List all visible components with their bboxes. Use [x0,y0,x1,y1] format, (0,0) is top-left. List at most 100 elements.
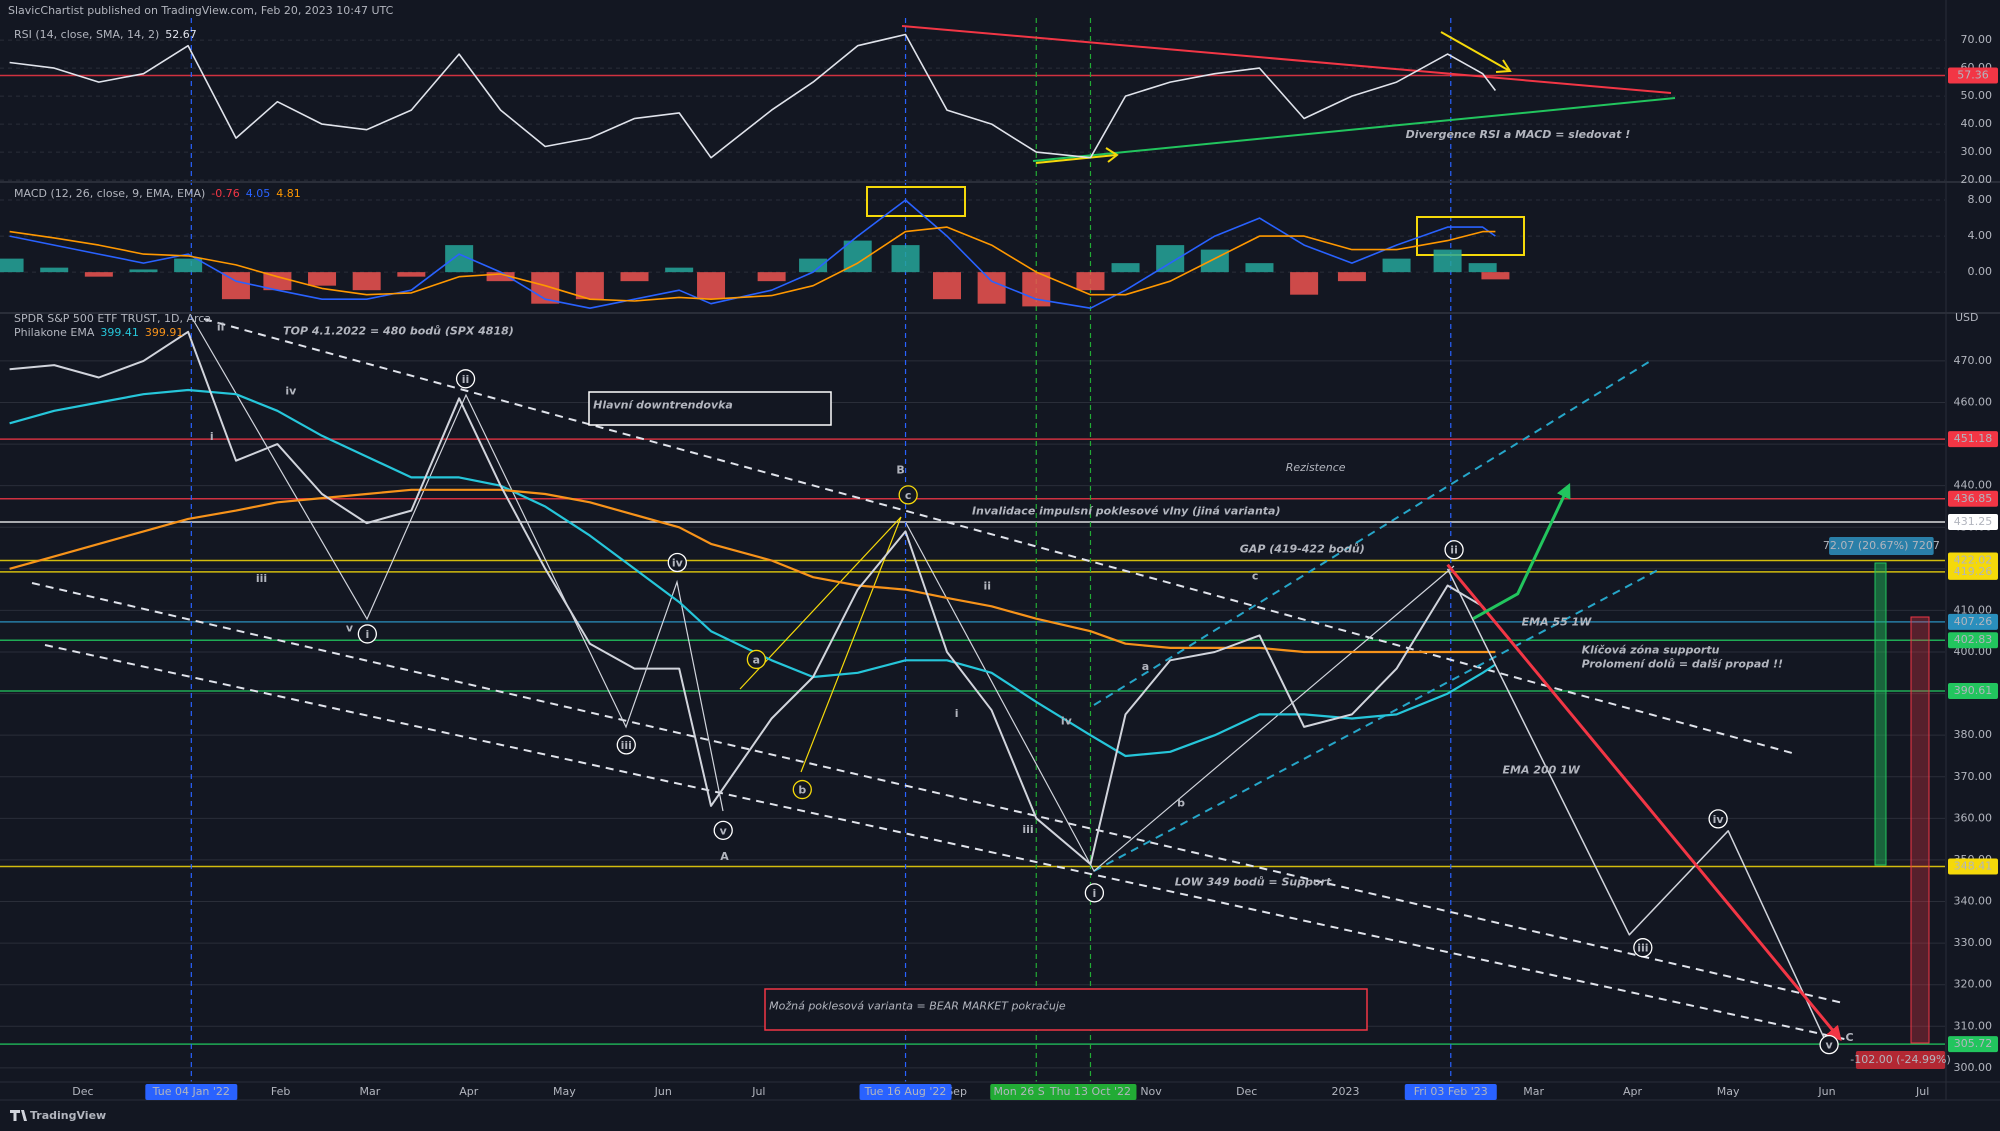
y-tick-label: 8.00 [1968,193,1993,206]
wave-label: ii [1450,544,1458,557]
level-tag [1948,490,1998,507]
annotation: TOP 4.1.2022 = 480 bodů (SPX 4818) [283,325,514,338]
macd-histogram-bar [486,272,515,282]
wave-label: b [798,784,806,797]
annotation-box [588,391,832,426]
annotation: GAP (419-422 bodů) [1240,543,1365,556]
wave-circle [713,820,733,841]
wave-circle [616,735,636,755]
x-tick-label: Nov [1140,1085,1162,1098]
date-tag [859,1084,952,1100]
x-tick-label: Dec [1236,1085,1257,1098]
level-label: 431.25 [1954,515,1993,528]
ema-line [9,488,1496,654]
price-line [9,330,1497,866]
wave-label: iv [672,557,684,570]
level-label: 390.61 [1954,684,1993,697]
macd-histogram-bar [352,272,381,291]
macd-value: 4.05 [246,187,271,200]
arrow-head [1495,59,1512,73]
rsi-divergence-arrow [1440,31,1509,71]
macd-histogram-bar [620,272,649,282]
wave-label: i [210,430,214,443]
macd-histogram-bar [84,272,113,277]
y-tick-label: 340.00 [1954,895,1993,908]
level-tag [1948,683,1998,700]
projection [1472,482,1571,621]
macd-histogram-bar [0,258,24,273]
price-legend: SPDR S&P 500 ETF TRUST, 1D, Arca [14,312,211,325]
annotation: Invalidace impulsní poklesové vlny (jiná… [972,504,1281,517]
macd-histogram-bar [40,267,69,273]
wave-label: i [365,628,369,641]
annotation: Rezistence [1286,461,1346,474]
y-tick-label: 4.00 [1968,229,1993,242]
wave-circle [1633,938,1653,958]
measure-tag [1855,1051,1946,1070]
wave-label: v [346,622,354,635]
wave-circle [455,369,476,389]
ema-value: 399.91 [145,326,184,339]
annotation: Klíčová zóna supportu [1582,644,1720,657]
wave-label: iv [1061,715,1073,728]
macd-histogram-bar [1382,258,1411,273]
y-tick-label: 50.00 [1961,89,1993,102]
macd-histogram-bar [575,272,604,300]
annotation: Možná poklesová varianta = BEAR MARKET p… [769,999,1066,1012]
wave-circle [1084,883,1105,903]
y-tick-label: 370.00 [1954,770,1993,783]
y-tick-label: 410.00 [1954,603,1993,616]
level-label: 305.72 [1954,1037,1993,1050]
annotation: Prolomení dolů = další propad !! [1582,658,1783,671]
macd-histogram-bar [665,267,694,273]
wave-zigzag [190,315,724,812]
channel-line [31,582,1844,1004]
layer-data: 20.0030.0040.0050.0060.0070.000.004.008.… [0,33,1992,1098]
y-tick-label: 40.00 [1961,117,1993,130]
macd-histogram-bar [1111,263,1140,273]
wave-zigzag [905,522,1455,872]
arrow-head [1105,147,1119,163]
measure-tag [1829,536,1934,555]
rsi-trendline [901,25,1672,94]
y-tick-label: 300.00 [1954,1061,1993,1074]
wave-label: i [955,707,959,720]
macd-histogram-bar [263,272,292,291]
wave-label: iii [621,739,632,752]
macd-histogram-bar [1468,263,1497,273]
macd-histogram-bar [1290,272,1319,295]
macd-histogram-bar [1156,245,1185,273]
wave-label: b [1177,796,1185,809]
macd-histogram-bar [697,272,726,300]
y-tick-label: 20.00 [1961,173,1993,186]
annotation-box [764,988,1368,1031]
x-tick-label: May [1717,1085,1740,1098]
x-tick-label: Mar [1523,1085,1544,1098]
level-tag [1948,632,1998,649]
range-down [1910,616,1930,1044]
y-tick-label: 330.00 [1954,936,1993,949]
wave-circle [667,552,687,573]
currency: USD [1955,311,1979,324]
ema-title: Philakone EMA [14,326,95,339]
wave-label: ii [462,373,470,386]
drawings [31,25,1930,1044]
wave-label: C [1845,1031,1853,1044]
level-tag [1948,858,1998,875]
ema-legend: Philakone EMA 399.41 399.91 [14,326,183,339]
y-tick-label: 470.00 [1954,354,1993,367]
x-tick-label: Mar [359,1085,380,1098]
projection [1446,563,1842,1042]
macd-histogram-bar [977,272,1006,304]
macd-histogram-bar [308,272,337,286]
projection [1446,568,1831,1052]
level-label: 419.26 [1954,565,1993,578]
level-tag [1948,67,1998,84]
range-up [1874,562,1887,866]
y-tick-label: 380.00 [1954,728,1993,741]
measure-label: -102.00 (-24.99%) [1850,1053,1950,1066]
x-tick-label: Jul [751,1085,765,1098]
logo [10,1110,27,1121]
